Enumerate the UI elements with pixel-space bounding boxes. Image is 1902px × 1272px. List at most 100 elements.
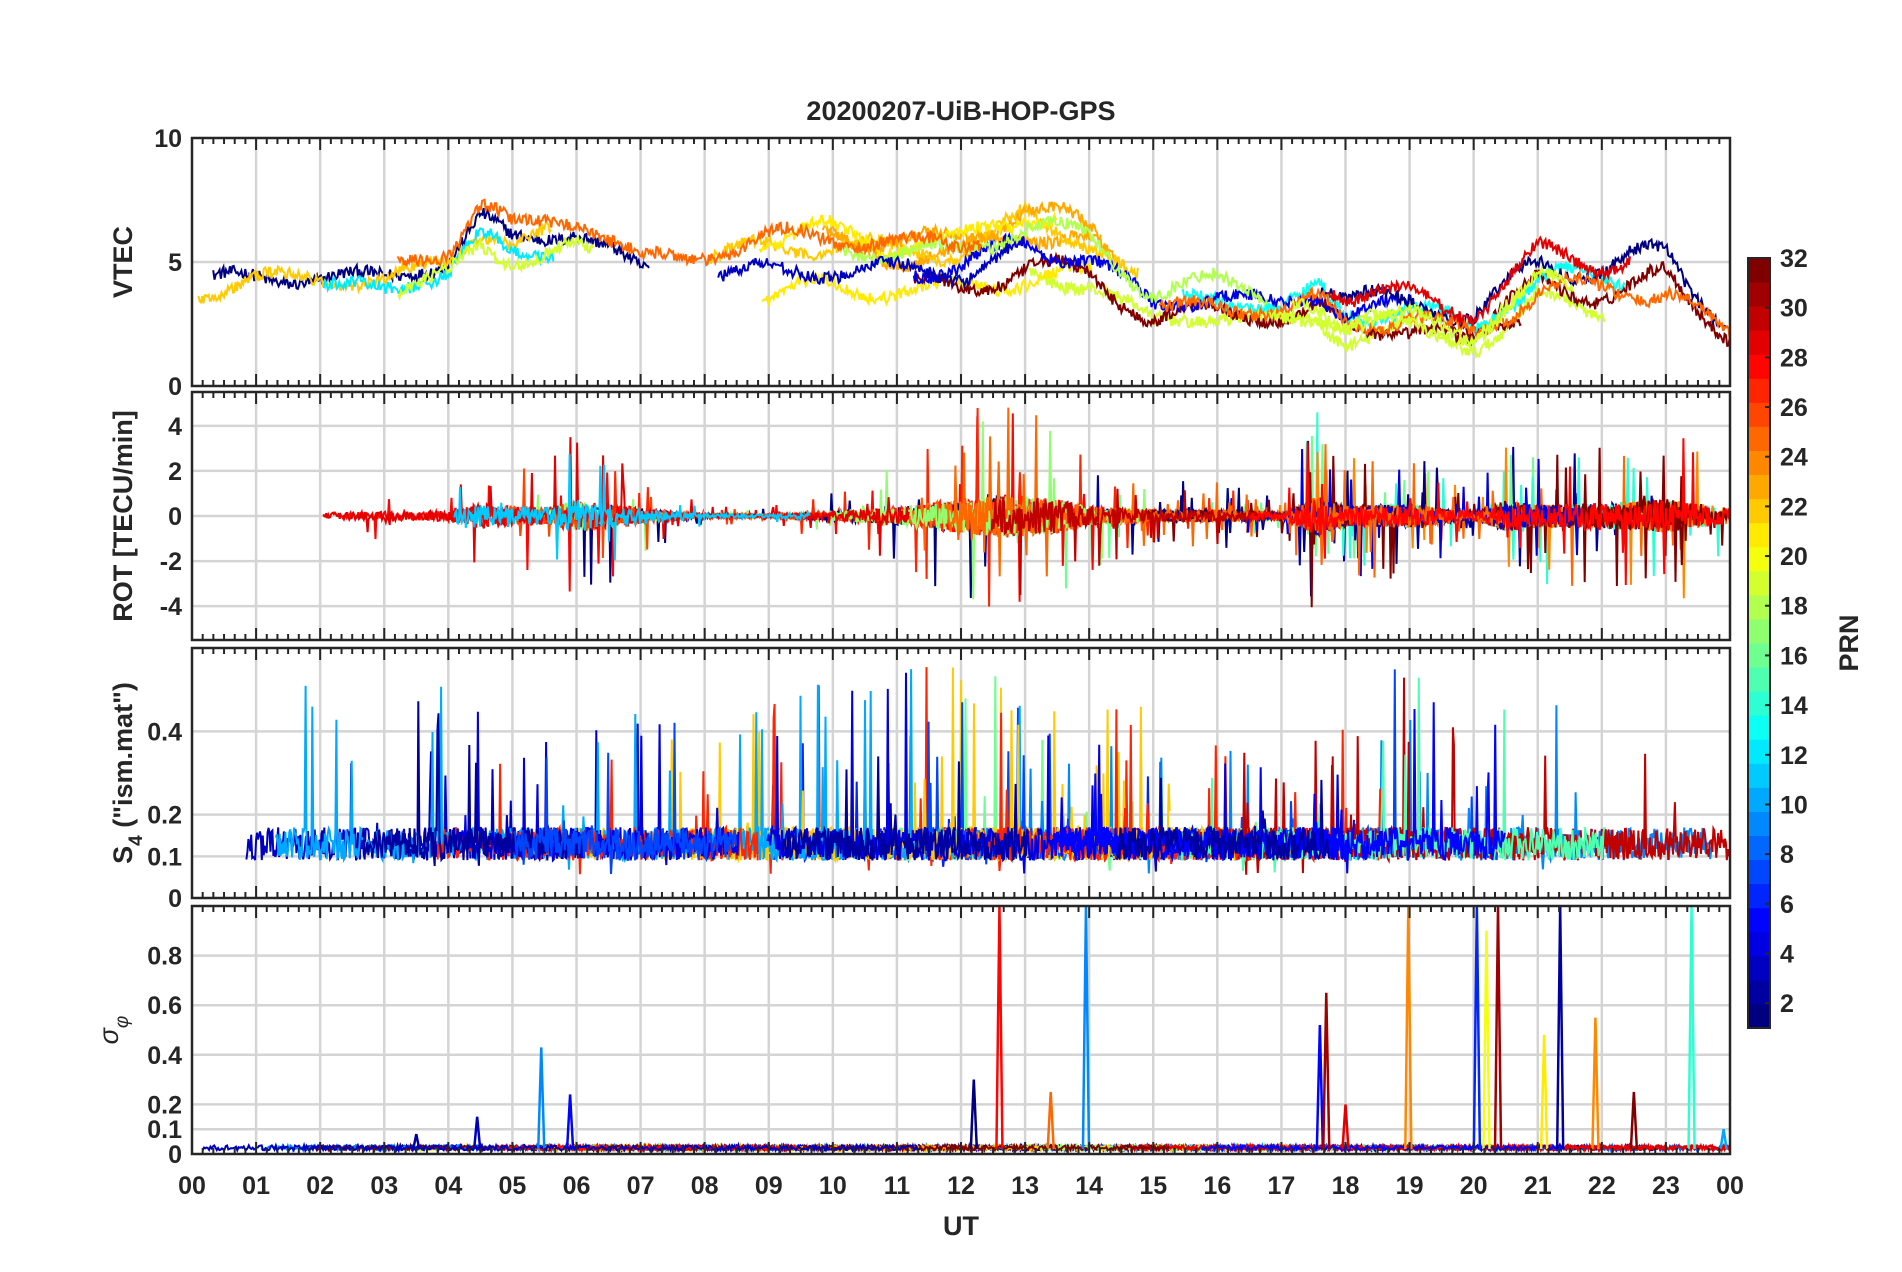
- colorbar-tick-label: 6: [1780, 891, 1794, 919]
- y-tick-label: 10: [154, 125, 182, 153]
- spike-mark: [1404, 906, 1413, 1150]
- series-line-prn-28: [1249, 438, 1730, 586]
- series-group: [322, 407, 1730, 608]
- colorbar-tick-label: 18: [1780, 593, 1808, 621]
- x-tick-label: 04: [434, 1172, 462, 1200]
- y-axis-label: S4 ("ism.mat"): [108, 682, 147, 864]
- colorbar-tick-label: 24: [1780, 444, 1808, 472]
- chart-title: 20200207-UiB-HOP-GPS: [806, 96, 1115, 126]
- colorbar-tick-label: 10: [1780, 791, 1808, 819]
- x-tick-label: 23: [1652, 1172, 1680, 1200]
- spike-mark: [969, 1079, 979, 1150]
- series-line-prn-1: [1319, 237, 1727, 331]
- colorbar-swatch: [1748, 691, 1770, 716]
- series-line-prn-29: [1327, 235, 1631, 327]
- y-tick-label: 0.8: [147, 943, 182, 971]
- colorbar-tick-label: 28: [1780, 344, 1808, 372]
- colorbar-tick-label: 22: [1780, 493, 1808, 521]
- y-tick-label: 2: [168, 458, 182, 486]
- x-tick-label: 15: [1139, 1172, 1167, 1200]
- x-tick-label: 14: [1075, 1172, 1103, 1200]
- y-tick-label: 0.1: [147, 1116, 182, 1144]
- spike-mark: [1046, 1091, 1055, 1150]
- y-tick-label: 0.2: [147, 802, 182, 830]
- x-tick-label: 02: [306, 1172, 334, 1200]
- x-tick-label: 09: [755, 1172, 783, 1200]
- x-tick-label: 03: [370, 1172, 398, 1200]
- x-tick-label: 21: [1524, 1172, 1552, 1200]
- series-line-prn-12: [322, 227, 555, 295]
- colorbar-swatch: [1748, 835, 1770, 861]
- panel-s4: 00.10.20.4S4 ("ism.mat"): [108, 646, 1732, 913]
- colorbar-swatch: [1748, 1003, 1770, 1029]
- spike-mark: [1081, 906, 1091, 1150]
- y-axis-label: ROT [TECU/min]: [108, 410, 138, 621]
- series-line-prn-19: [397, 235, 595, 302]
- spike-mark: [472, 1116, 482, 1150]
- colorbar-swatch: [1748, 258, 1770, 283]
- spike-mark: [1493, 906, 1503, 1150]
- colorbar-swatch: [1748, 739, 1770, 764]
- x-tick-label: 17: [1268, 1172, 1296, 1200]
- series-line-prn-13: [1181, 260, 1626, 334]
- spike-mark: [565, 1094, 575, 1150]
- x-tick-label: 06: [563, 1172, 591, 1200]
- colorbar-tick-label: 16: [1780, 642, 1808, 670]
- colorbar-swatch: [1748, 787, 1770, 812]
- colorbar-swatch: [1748, 931, 1770, 957]
- y-tick-label: 0.6: [147, 992, 182, 1020]
- series-line-prn-25: [396, 198, 982, 268]
- spike-mark: [1629, 1091, 1639, 1150]
- y-tick-label: 0.1: [147, 843, 182, 871]
- colorbar-tick-label: 30: [1780, 295, 1808, 323]
- colorbar-swatch: [1748, 979, 1770, 1005]
- y-tick-label: 0: [168, 503, 182, 531]
- colorbar-swatch: [1748, 306, 1770, 331]
- y-tick-label: -4: [160, 593, 182, 621]
- colorbar-tick-label: 32: [1780, 245, 1808, 273]
- spike-mark: [1539, 1034, 1549, 1150]
- colorbar-swatch: [1748, 570, 1770, 596]
- x-tick-label: 18: [1332, 1172, 1360, 1200]
- x-tick-label: 16: [1203, 1172, 1231, 1200]
- x-tick-label: 07: [627, 1172, 655, 1200]
- x-tick-label: 11: [884, 1172, 911, 1200]
- y-tick-label: 0.2: [147, 1091, 182, 1119]
- y-tick-label: 5: [168, 249, 182, 277]
- panel-vtec: 0 5 10 VTEC: [108, 125, 1732, 401]
- colorbar-swatch: [1748, 378, 1770, 403]
- y-tick-label: 4: [168, 413, 182, 441]
- spike-mark: [1555, 906, 1565, 1150]
- colorbar-swatch: [1748, 594, 1770, 620]
- x-tick-label: 22: [1588, 1172, 1616, 1200]
- colorbar-swatch: [1748, 354, 1770, 379]
- spike-mark: [1719, 1129, 1728, 1150]
- y-axis-label-sub: 4: [126, 835, 147, 846]
- x-tick-label: 05: [499, 1172, 527, 1200]
- colorbar-label: PRN: [1834, 614, 1864, 671]
- series-group: [201, 906, 1730, 1154]
- spike-mark: [1315, 1025, 1325, 1150]
- colorbar-tick-label: 20: [1780, 543, 1808, 571]
- spike-mark: [1341, 1104, 1350, 1150]
- x-axis-label: UT: [943, 1211, 979, 1241]
- series-line-prn-19: [1290, 264, 1574, 350]
- x-tick-labels: 00 01 02 03 04 05 06 07 08 09 10 11 12 13 14 15 16 17 18 19…: [178, 1172, 1744, 1200]
- series-line-prn-21: [758, 211, 1058, 260]
- series-line-prn-25: [945, 407, 1503, 578]
- x-tick-label: 10: [819, 1172, 847, 1200]
- colorbar-swatch: [1748, 883, 1770, 909]
- series-line-prn-18: [836, 215, 1269, 306]
- colorbar-swatch: [1748, 282, 1770, 307]
- y-axis-label: VTEC: [108, 226, 138, 298]
- spike-mark: [1591, 1017, 1600, 1150]
- series-line-prn-3: [717, 243, 1016, 290]
- panel-sigma_phi: 00.10.2 0.4 0.6 0.8 σφ: [94, 904, 1732, 1169]
- y-tick-label: 0: [168, 1141, 182, 1169]
- colorbar-swatch: [1748, 859, 1770, 885]
- spike-mark: [1322, 992, 1331, 1150]
- x-tick-label: 00: [1716, 1172, 1744, 1200]
- spike-mark: [412, 1133, 421, 1150]
